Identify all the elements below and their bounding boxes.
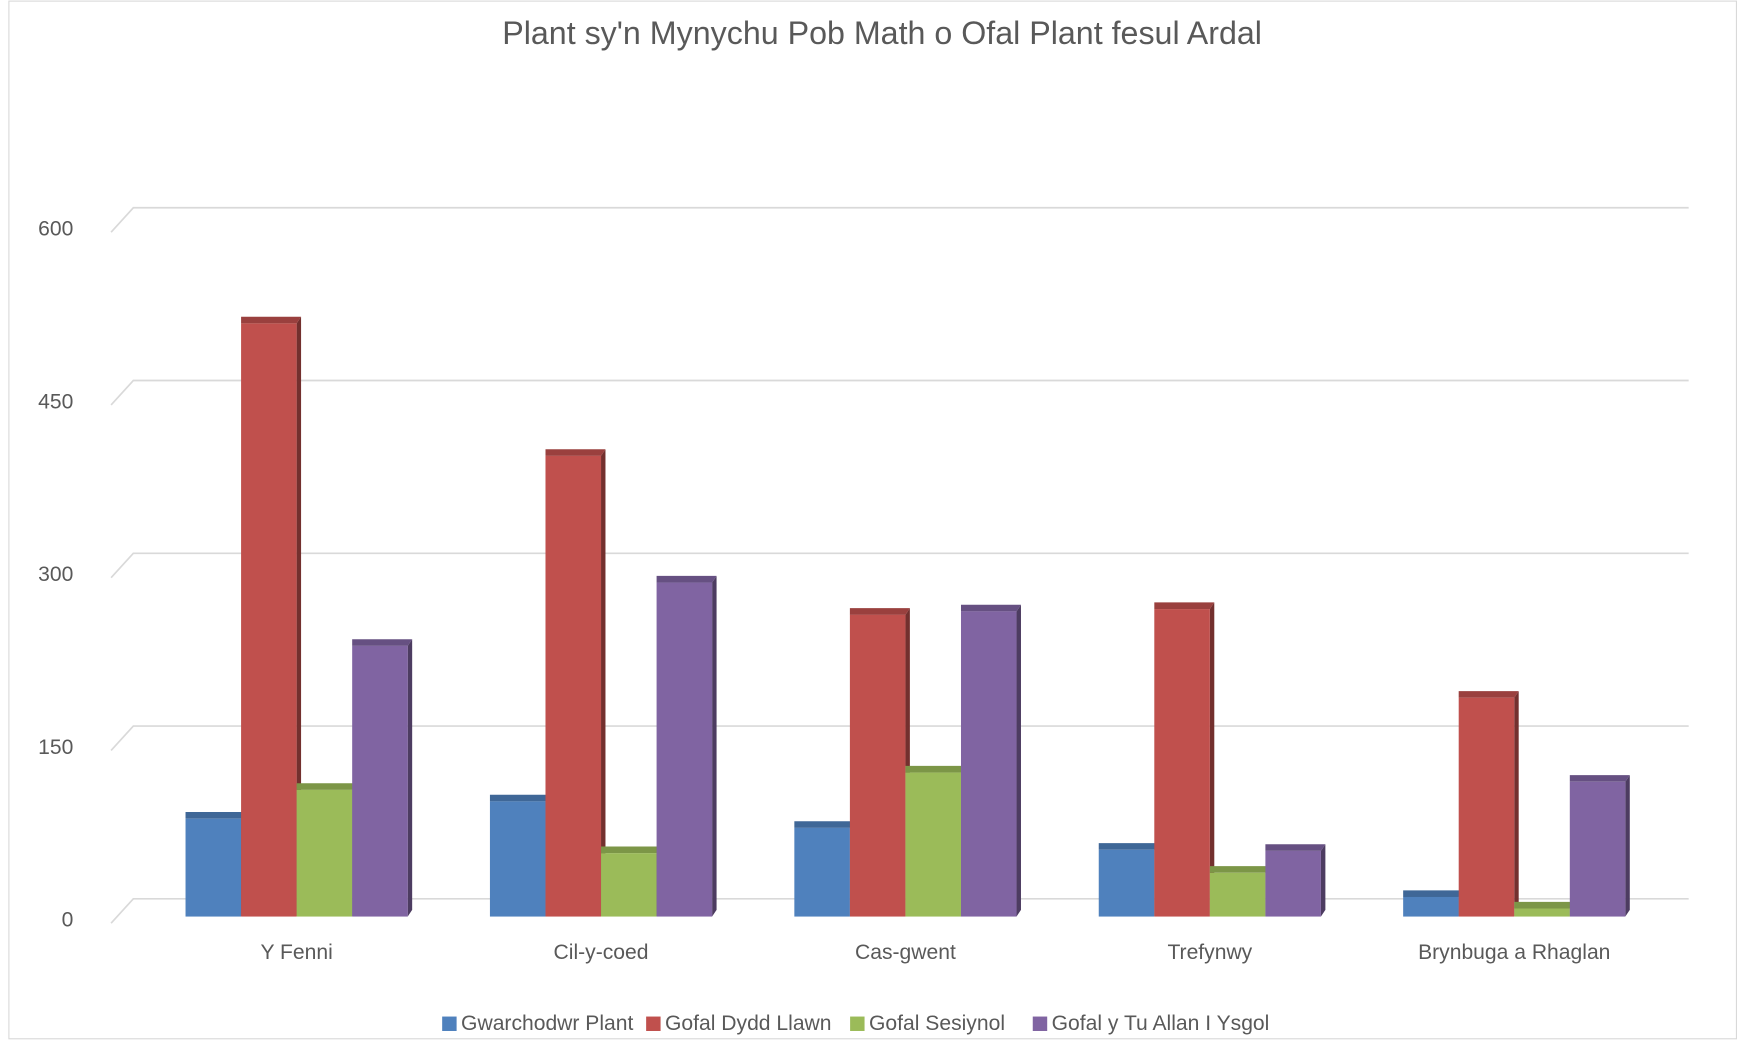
grid-line xyxy=(110,379,1689,406)
legend-label: Gofal Sesiynol xyxy=(869,1012,1005,1035)
bar xyxy=(1514,908,1570,917)
bar xyxy=(1458,697,1515,917)
x-tick-label: Cil-y-coed xyxy=(554,941,649,964)
legend-swatch xyxy=(646,1016,661,1031)
bar-side xyxy=(1016,604,1021,917)
bar-top xyxy=(1514,901,1575,909)
bar-top xyxy=(185,811,246,819)
x-tick-label: Trefynwy xyxy=(1167,941,1252,964)
bar xyxy=(656,582,713,917)
bar-side xyxy=(1209,602,1215,917)
bar-top xyxy=(1265,844,1326,851)
bar-top xyxy=(905,765,966,773)
bar-top xyxy=(241,316,302,324)
bar xyxy=(1098,849,1155,917)
y-tick-label: 300 xyxy=(38,563,73,586)
bar-side xyxy=(407,639,413,917)
y-tick-label: 600 xyxy=(38,218,73,241)
y-tick-label: 0 xyxy=(62,909,74,932)
bar-top xyxy=(656,575,717,583)
bar-top xyxy=(960,604,1021,612)
bar xyxy=(489,801,546,917)
y-tick-label: 450 xyxy=(38,390,73,413)
bar-top xyxy=(1403,890,1464,897)
bar xyxy=(1403,896,1459,917)
x-tick-label: Y Fenni xyxy=(260,941,332,964)
bar-side xyxy=(1625,775,1630,917)
bar-top xyxy=(601,846,662,854)
bar xyxy=(905,772,961,917)
bar-top xyxy=(849,608,910,615)
bar-side xyxy=(601,449,606,917)
bar xyxy=(241,323,297,917)
bar xyxy=(1154,609,1210,917)
grid-line xyxy=(110,552,1689,579)
bar-top xyxy=(545,449,606,456)
legend-label: Gofal Dydd Llawn xyxy=(665,1012,832,1035)
bar xyxy=(1569,781,1626,917)
bar-top xyxy=(296,783,357,790)
bar-top xyxy=(1154,602,1215,610)
bar xyxy=(960,611,1017,917)
bar xyxy=(794,827,850,917)
legend-label: Gwarchodwr Plant xyxy=(461,1012,633,1035)
x-tick-label: Brynbuga a Rhaglan xyxy=(1418,941,1610,964)
x-tick-label: Cas-gwent xyxy=(855,941,956,964)
bar xyxy=(601,853,657,917)
bar-top xyxy=(489,794,550,802)
bar xyxy=(185,818,242,917)
bar-top xyxy=(352,639,413,646)
bar-top xyxy=(794,821,855,828)
bar-top xyxy=(1098,843,1159,850)
bar-side xyxy=(712,575,717,917)
chart-title: Plant sy'n Mynychu Pob Math o Ofal Plant… xyxy=(502,15,1262,51)
bar xyxy=(352,645,408,917)
legend-swatch xyxy=(850,1016,865,1031)
legend-swatch xyxy=(1032,1016,1048,1031)
bar-top xyxy=(1458,691,1519,698)
y-tick-label: 150 xyxy=(38,736,73,759)
legend-swatch xyxy=(442,1016,457,1031)
bar xyxy=(849,614,906,917)
bar-side xyxy=(1514,691,1519,917)
bar-top xyxy=(1209,866,1270,873)
bar-top xyxy=(1569,775,1630,782)
bar-side xyxy=(296,316,302,917)
bar xyxy=(545,455,602,917)
legend-label: Gofal y Tu Allan I Ysgol xyxy=(1052,1012,1270,1035)
grid-line xyxy=(110,206,1689,233)
bar xyxy=(296,789,353,917)
bar-side xyxy=(1320,844,1326,917)
bar xyxy=(1265,850,1321,917)
bar xyxy=(1209,872,1266,917)
